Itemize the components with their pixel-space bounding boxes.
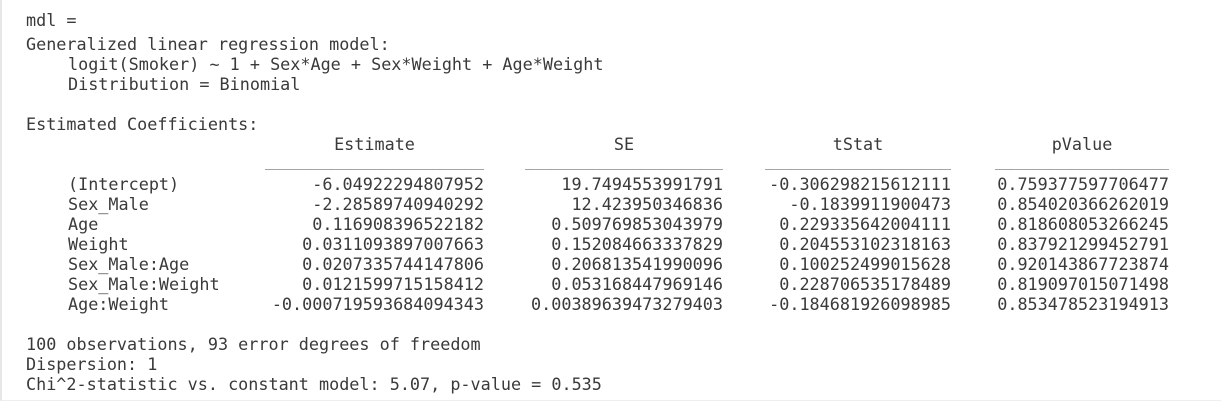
- column-header-pvalue: pValue: [1051, 134, 1113, 154]
- cell-estimate: -6.04922294807952: [312, 174, 484, 194]
- cell-estimate: -0.000719593684094343: [271, 294, 484, 314]
- cell-tstat: -0.1839911900473: [789, 194, 951, 214]
- cell-pvalue: 0.854020366262019: [997, 194, 1169, 214]
- column-header-tstat: tStat: [832, 134, 884, 154]
- row-label: Sex_Male: [68, 194, 149, 214]
- cell-tstat: -0.184681926098985: [769, 294, 951, 314]
- cell-pvalue: 0.837921299452791: [997, 234, 1169, 254]
- cell-se: 0.152084663337829: [551, 234, 723, 254]
- cell-pvalue: 0.920143867723874: [997, 254, 1169, 274]
- distribution: Distribution = Binomial: [68, 74, 301, 94]
- cell-se: 12.423950346836: [571, 194, 723, 214]
- cell-pvalue: 0.819097015071498: [997, 274, 1169, 294]
- cell-tstat: 0.100252499015628: [779, 254, 951, 274]
- row-label: Sex_Male:Weight: [68, 274, 220, 294]
- header-underline: ________________________________________: [525, 150, 723, 170]
- dispersion-line: Dispersion: 1: [26, 354, 158, 374]
- header-underline: ________________________________________: [995, 150, 1169, 170]
- cell-estimate: 0.116908396522182: [312, 214, 484, 234]
- row-label: Age:Weight: [68, 294, 170, 314]
- cell-estimate: 0.0311093897007663: [302, 234, 484, 254]
- cell-pvalue: 0.853478523194913: [997, 294, 1169, 314]
- model-formula: logit(Smoker) ~ 1 + Sex*Age + Sex*Weight…: [68, 54, 604, 74]
- column-header-estimate: Estimate: [334, 134, 415, 154]
- header-underline: ________________________________________: [265, 150, 484, 170]
- cell-se: 0.00389639473279403: [531, 294, 723, 314]
- row-label: (Intercept): [68, 174, 180, 194]
- cell-tstat: -0.306298215612111: [769, 174, 951, 194]
- model-type: Generalized linear regression model:: [26, 34, 390, 54]
- coefficients-title: Estimated Coefficients:: [26, 114, 259, 134]
- column-header-se: SE: [613, 134, 635, 154]
- header-underline: ________________________________________: [765, 150, 951, 170]
- cell-se: 0.206813541990096: [551, 254, 723, 274]
- cell-se: 0.053168447969146: [551, 274, 723, 294]
- row-label: Sex_Male:Age: [68, 254, 190, 274]
- cell-tstat: 0.228706535178489: [779, 274, 951, 294]
- row-label: Age: [68, 214, 99, 234]
- row-label: Weight: [68, 234, 129, 254]
- variable-line: mdl =: [26, 10, 77, 30]
- cell-tstat: 0.204553102318163: [779, 234, 951, 254]
- cell-estimate: -2.28589740940292: [312, 194, 484, 214]
- chi2-line: Chi^2-statistic vs. constant model: 5.07…: [26, 374, 602, 394]
- cell-pvalue: 0.818608053266245: [997, 214, 1169, 234]
- observations-line: 100 observations, 93 error degrees of fr…: [26, 334, 481, 354]
- cell-estimate: 0.0121599715158412: [302, 274, 484, 294]
- cell-pvalue: 0.759377597706477: [997, 174, 1169, 194]
- cell-se: 0.509769853043979: [551, 214, 723, 234]
- cell-tstat: 0.229335642004111: [779, 214, 951, 234]
- cell-se: 19.7494553991791: [561, 174, 723, 194]
- cell-estimate: 0.0207335744147806: [302, 254, 484, 274]
